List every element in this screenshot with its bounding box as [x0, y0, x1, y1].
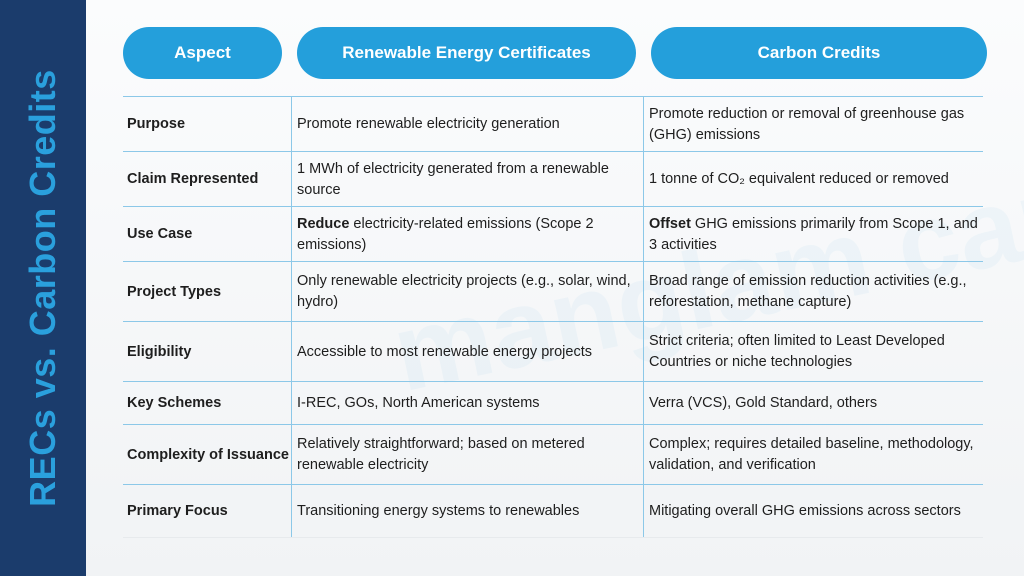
- carbon-cell: Strict criteria; often limited to Least …: [643, 322, 983, 382]
- table-row: Key Schemes I-REC, GOs, North American s…: [123, 381, 983, 425]
- carbon-emphasis: Offset: [649, 215, 691, 232]
- aspect-cell: Primary Focus: [127, 503, 228, 519]
- table-row: Use Case Reduce electricity-related emis…: [123, 206, 983, 262]
- carbon-cell: 1 tonne of CO₂ equivalent reduced or rem…: [643, 152, 983, 207]
- carbon-cell: Complex; requires detailed baseline, met…: [643, 425, 983, 485]
- carbon-cell: Verra (VCS), Gold Standard, others: [643, 382, 983, 425]
- carbon-cell: Mitigating overall GHG emissions across …: [643, 485, 983, 538]
- carbon-cell: Promote reduction or removal of greenhou…: [643, 97, 983, 152]
- recs-cell: Transitioning energy systems to renewabl…: [291, 485, 643, 538]
- table-row: Purpose Promote renewable electricity ge…: [123, 96, 983, 152]
- recs-cell: 1 MWh of electricity generated from a re…: [291, 152, 643, 207]
- table-row: Complexity of Issuance Relatively straig…: [123, 424, 983, 485]
- recs-emphasis: Reduce: [297, 215, 350, 232]
- sidebar: RECs vs. Carbon Credits: [0, 0, 86, 576]
- table-row: Eligibility Accessible to most renewable…: [123, 321, 983, 382]
- carbon-text: GHG emissions primarily from Scope 1, an…: [649, 215, 978, 253]
- header-carbon-credits: Carbon Credits: [651, 27, 987, 79]
- recs-cell: Relatively straightforward; based on met…: [291, 425, 643, 485]
- slide-title: RECs vs. Carbon Credits: [22, 69, 63, 507]
- aspect-cell: Complexity of Issuance: [127, 446, 289, 463]
- aspect-cell: Project Types: [127, 283, 222, 300]
- aspect-cell: Purpose: [127, 116, 186, 132]
- table-row: Claim Represented 1 MWh of electricity g…: [123, 151, 983, 207]
- aspect-cell: Key Schemes: [127, 395, 222, 411]
- table-row: Project Types Only renewable electricity…: [123, 261, 983, 322]
- header-aspect: Aspect: [123, 27, 282, 79]
- aspect-cell: Claim Represented: [127, 171, 259, 187]
- header-recs: Renewable Energy Certificates: [297, 27, 636, 79]
- recs-cell: I-REC, GOs, North American systems: [291, 382, 643, 425]
- recs-cell: Only renewable electricity projects (e.g…: [291, 262, 643, 322]
- recs-text: electricity-related emissions (Scope 2 e…: [297, 215, 594, 253]
- recs-cell: Accessible to most renewable energy proj…: [291, 322, 643, 382]
- carbon-cell: Offset GHG emissions primarily from Scop…: [643, 207, 983, 262]
- table-bottom-border: [123, 537, 983, 538]
- recs-cell: Promote renewable electricity generation: [291, 97, 643, 152]
- table-row: Primary Focus Transitioning energy syste…: [123, 484, 983, 538]
- carbon-cell: Broad range of emission reduction activi…: [643, 262, 983, 322]
- recs-cell: Reduce electricity-related emissions (Sc…: [291, 207, 643, 262]
- aspect-cell: Eligibility: [127, 343, 192, 360]
- aspect-cell: Use Case: [127, 226, 193, 242]
